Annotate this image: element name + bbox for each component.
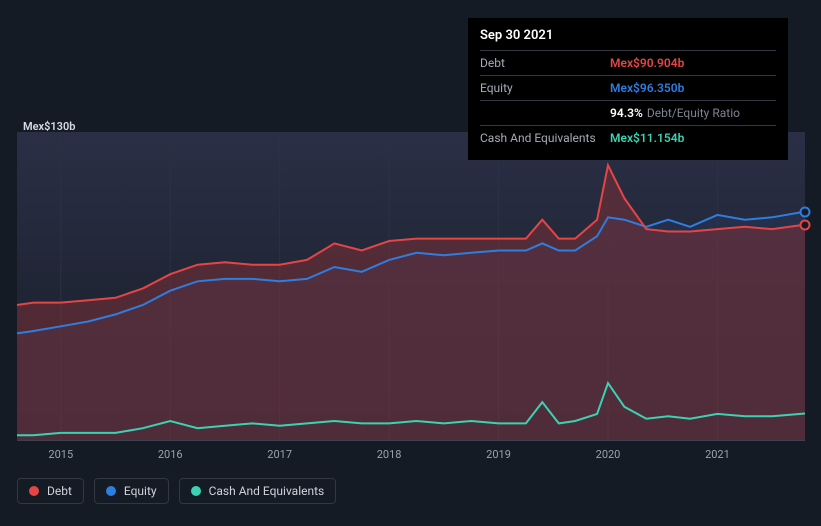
- tooltip-row: DebtMex$90.904b: [480, 51, 776, 76]
- tooltip-key: Debt: [480, 54, 610, 72]
- legend-item[interactable]: Cash And Equivalents: [179, 478, 337, 504]
- equity-end-marker: [800, 206, 811, 217]
- tooltip-value: Mex$96.350b: [610, 79, 684, 97]
- data-tooltip: Sep 30 2021 DebtMex$90.904bEquityMex$96.…: [468, 18, 788, 160]
- legend-dot-icon: [29, 486, 39, 496]
- tooltip-value: 94.3%Debt/Equity Ratio: [610, 104, 740, 122]
- debt-end-marker: [800, 219, 811, 230]
- legend-dot-icon: [191, 486, 201, 496]
- legend-item[interactable]: Equity: [94, 478, 169, 504]
- tooltip-row: Cash And EquivalentsMex$11.154b: [480, 126, 776, 150]
- legend: Debt Equity Cash And Equivalents: [17, 478, 336, 504]
- chart-container: Mex$130b Mex$0 2015201620172018201920202…: [0, 0, 821, 526]
- legend-label: Cash And Equivalents: [209, 484, 325, 498]
- tooltip-row: 94.3%Debt/Equity Ratio: [480, 101, 776, 126]
- tooltip-value: Mex$11.154b: [610, 129, 684, 147]
- legend-dot-icon: [106, 486, 116, 496]
- tooltip-key: Equity: [480, 79, 610, 97]
- tooltip-key: [480, 104, 610, 122]
- tooltip-value: Mex$90.904b: [610, 54, 684, 72]
- legend-item[interactable]: Debt: [17, 478, 84, 504]
- tooltip-row: EquityMex$96.350b: [480, 76, 776, 101]
- legend-label: Equity: [124, 484, 157, 498]
- tooltip-suffix: Debt/Equity Ratio: [647, 106, 740, 120]
- legend-label: Debt: [47, 484, 72, 498]
- tooltip-key: Cash And Equivalents: [480, 129, 610, 147]
- tooltip-date: Sep 30 2021: [480, 26, 776, 51]
